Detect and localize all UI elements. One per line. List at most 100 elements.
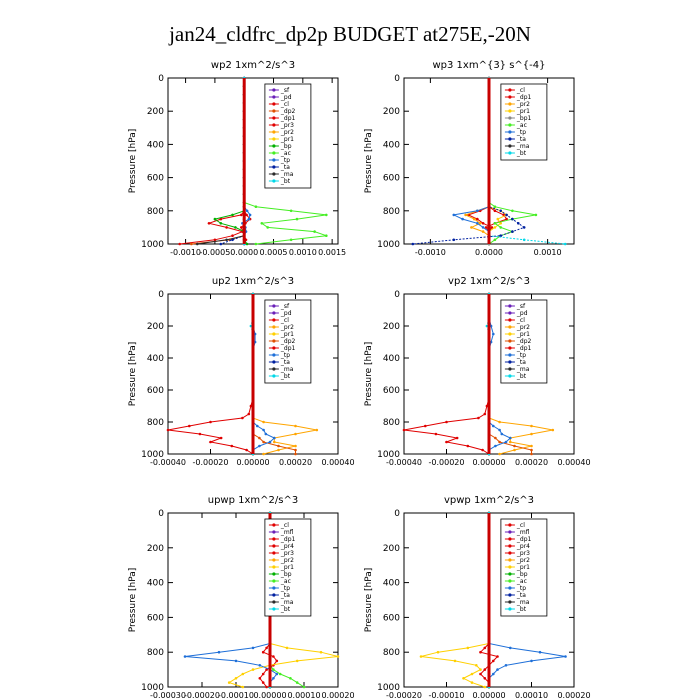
legend-marker bbox=[508, 88, 512, 92]
legend-marker bbox=[272, 88, 276, 92]
legend-label: _pr1 bbox=[516, 564, 530, 571]
y-tick-label: 600 bbox=[147, 386, 164, 396]
data-point bbox=[277, 444, 280, 448]
data-point bbox=[481, 230, 485, 233]
legend-marker bbox=[508, 116, 512, 120]
data-point bbox=[483, 412, 487, 416]
data-point bbox=[530, 432, 533, 436]
data-point bbox=[178, 242, 181, 246]
data-point bbox=[445, 420, 448, 424]
y-tick-label: 800 bbox=[383, 418, 400, 428]
data-point bbox=[530, 448, 533, 452]
data-point bbox=[273, 436, 276, 440]
y-tick-label: 1000 bbox=[141, 450, 164, 460]
x-tick-label: 0.0015 bbox=[318, 248, 346, 257]
data-point bbox=[209, 420, 212, 424]
legend-label: _pr1 bbox=[280, 136, 294, 143]
legend-marker bbox=[272, 593, 276, 597]
legend-marker bbox=[272, 565, 276, 569]
data-point bbox=[483, 646, 487, 650]
chart-panel-3: up2 1xm^2/s^3 Pressure [hPa] 0 200 400 600 800… bbox=[128, 276, 355, 467]
legend: _cl_dp1_pr2_pr1_bp1_ac_tp_ta_ma_bt bbox=[500, 83, 548, 161]
legend-marker bbox=[272, 109, 276, 113]
data-point bbox=[493, 238, 497, 242]
data-point bbox=[272, 677, 275, 680]
y-tick-label: 0 bbox=[394, 509, 400, 519]
legend-marker bbox=[272, 600, 276, 604]
legend-label: _ta bbox=[516, 592, 526, 599]
data-point bbox=[492, 332, 495, 336]
legend-label: _mfl bbox=[280, 529, 294, 536]
data-point bbox=[493, 205, 497, 208]
legend-marker bbox=[272, 151, 276, 155]
data-point bbox=[483, 685, 487, 689]
data-point bbox=[481, 222, 485, 225]
data-point bbox=[496, 668, 499, 671]
x-tick-label: -0.0010 bbox=[170, 248, 201, 257]
data-point bbox=[183, 655, 187, 658]
series-line bbox=[191, 78, 245, 245]
legend-marker bbox=[508, 551, 512, 555]
data-point bbox=[402, 428, 406, 432]
legend-label: _ta bbox=[280, 359, 290, 366]
x-tick-label: -0.00020 bbox=[184, 691, 220, 700]
y-tick-label: 0 bbox=[158, 290, 164, 300]
x-tick-label: 0.0010 bbox=[289, 248, 317, 257]
x-tick-label: -0.00040 bbox=[150, 458, 186, 467]
data-point bbox=[265, 646, 268, 650]
legend-marker bbox=[272, 304, 276, 308]
data-point bbox=[464, 213, 467, 217]
data-point bbox=[213, 217, 217, 221]
data-point bbox=[265, 685, 268, 689]
legend-label: _pr1 bbox=[280, 564, 294, 571]
legend-label: _pd bbox=[280, 94, 292, 101]
data-point bbox=[511, 230, 514, 233]
data-point bbox=[196, 242, 199, 246]
data-point bbox=[455, 436, 459, 440]
data-point bbox=[294, 448, 297, 452]
data-point bbox=[260, 222, 264, 225]
x-tick-label: 0.00000 bbox=[472, 458, 505, 467]
legend-label: _cl bbox=[280, 101, 289, 108]
data-point bbox=[473, 217, 476, 221]
legend-label: _sf bbox=[516, 303, 526, 310]
legend-label: _pr4 bbox=[280, 543, 294, 550]
x-tick-label: -0.00020 bbox=[429, 458, 465, 467]
legend-label: _tp bbox=[516, 585, 526, 592]
legend-marker bbox=[272, 579, 276, 583]
data-point bbox=[475, 664, 478, 667]
data-point bbox=[319, 650, 323, 654]
x-tick-label: 0.00020 bbox=[515, 458, 548, 467]
legend-label: _pr3 bbox=[280, 550, 294, 557]
legend-marker bbox=[508, 523, 512, 527]
data-point bbox=[494, 444, 497, 448]
legend-marker bbox=[508, 311, 512, 315]
x-tick-label: 0.00000 bbox=[472, 691, 505, 700]
y-tick-label: 0 bbox=[394, 290, 400, 300]
data-point bbox=[499, 226, 503, 229]
chart-panel-1: wp2 1xm^2/s^3 Pressure [hPa] 0 200 400 600 800… bbox=[128, 60, 346, 257]
y-tick-label: 0 bbox=[158, 509, 164, 519]
data-point bbox=[481, 226, 485, 229]
data-point bbox=[234, 226, 237, 229]
data-point bbox=[262, 420, 265, 424]
data-point bbox=[436, 650, 440, 654]
legend: _cl_mfl_dp1_pr4_pr3_pr2_pr1_bp_ac_tp_ta_… bbox=[500, 518, 548, 617]
data-point bbox=[241, 672, 245, 676]
legend-marker bbox=[508, 304, 512, 308]
data-point bbox=[498, 440, 501, 444]
data-point bbox=[245, 213, 248, 217]
legend-label: _tp bbox=[280, 157, 290, 164]
data-point bbox=[275, 672, 279, 676]
legend-marker bbox=[272, 172, 276, 176]
legend-label: _bt bbox=[516, 150, 527, 157]
data-point bbox=[453, 659, 457, 663]
legend-marker bbox=[272, 144, 276, 148]
x-tick-label: -0.00020 bbox=[193, 458, 229, 467]
data-point bbox=[481, 448, 484, 452]
data-point bbox=[245, 209, 249, 213]
data-point bbox=[225, 238, 228, 242]
data-point bbox=[294, 452, 297, 456]
y-tick-label: 200 bbox=[383, 107, 400, 117]
